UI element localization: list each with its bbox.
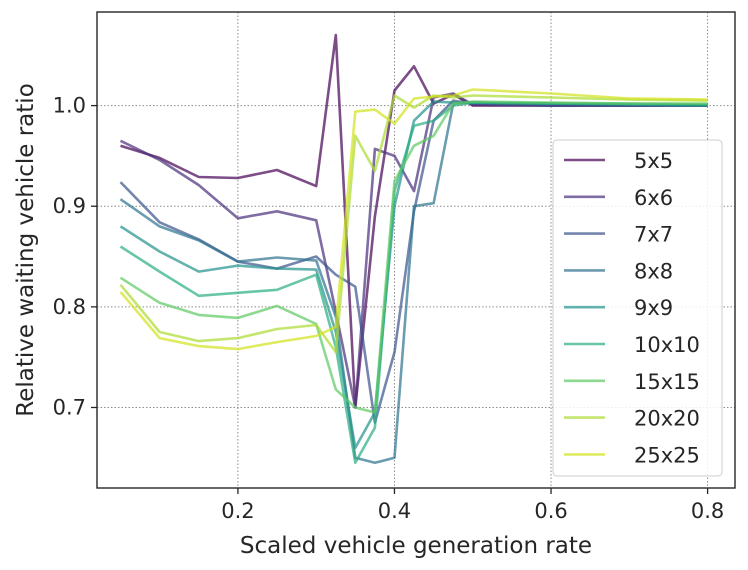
y-axis-label: Relative waiting vehicle ratio: [13, 83, 39, 417]
y-tick-label: 0.7: [53, 395, 86, 419]
axis-ticks: 0.2 0.4 0.6 0.8 0.7 0.8 0.9 1.0: [53, 94, 725, 523]
legend-label: 6x6: [634, 186, 673, 210]
legend-label: 15x15: [634, 370, 700, 394]
legend-label: 7x7: [634, 223, 673, 247]
x-tick-label: 0.8: [691, 499, 724, 523]
series-line-25x25: [119, 88, 708, 351]
legend-label: 10x10: [634, 333, 700, 357]
y-tick-label: 0.8: [53, 295, 86, 319]
series-line-20x20: [119, 94, 708, 354]
legend-label: 25x25: [634, 443, 700, 467]
series-line-15x15: [119, 100, 708, 414]
x-axis-label: Scaled vehicle generation rate: [240, 533, 592, 559]
legend-box: [552, 139, 723, 477]
plot-frame: [96, 11, 736, 489]
legend-label: 8x8: [634, 259, 673, 283]
legend-label: 5x5: [634, 149, 673, 173]
legend-label: 20x20: [634, 407, 700, 431]
x-tick-label: 0.6: [534, 499, 567, 523]
x-tick-label: 0.4: [378, 499, 411, 523]
x-tick-label: 0.2: [221, 499, 254, 523]
legend: 5x5 6x6 7x7 8x8 9x9 10x10 15x15 20x20 25x25: [552, 139, 723, 477]
y-tick-label: 1.0: [53, 94, 86, 118]
y-tick-label: 0.9: [53, 194, 86, 218]
legend-label: 9x9: [634, 296, 673, 320]
plot-lines: [119, 33, 708, 465]
